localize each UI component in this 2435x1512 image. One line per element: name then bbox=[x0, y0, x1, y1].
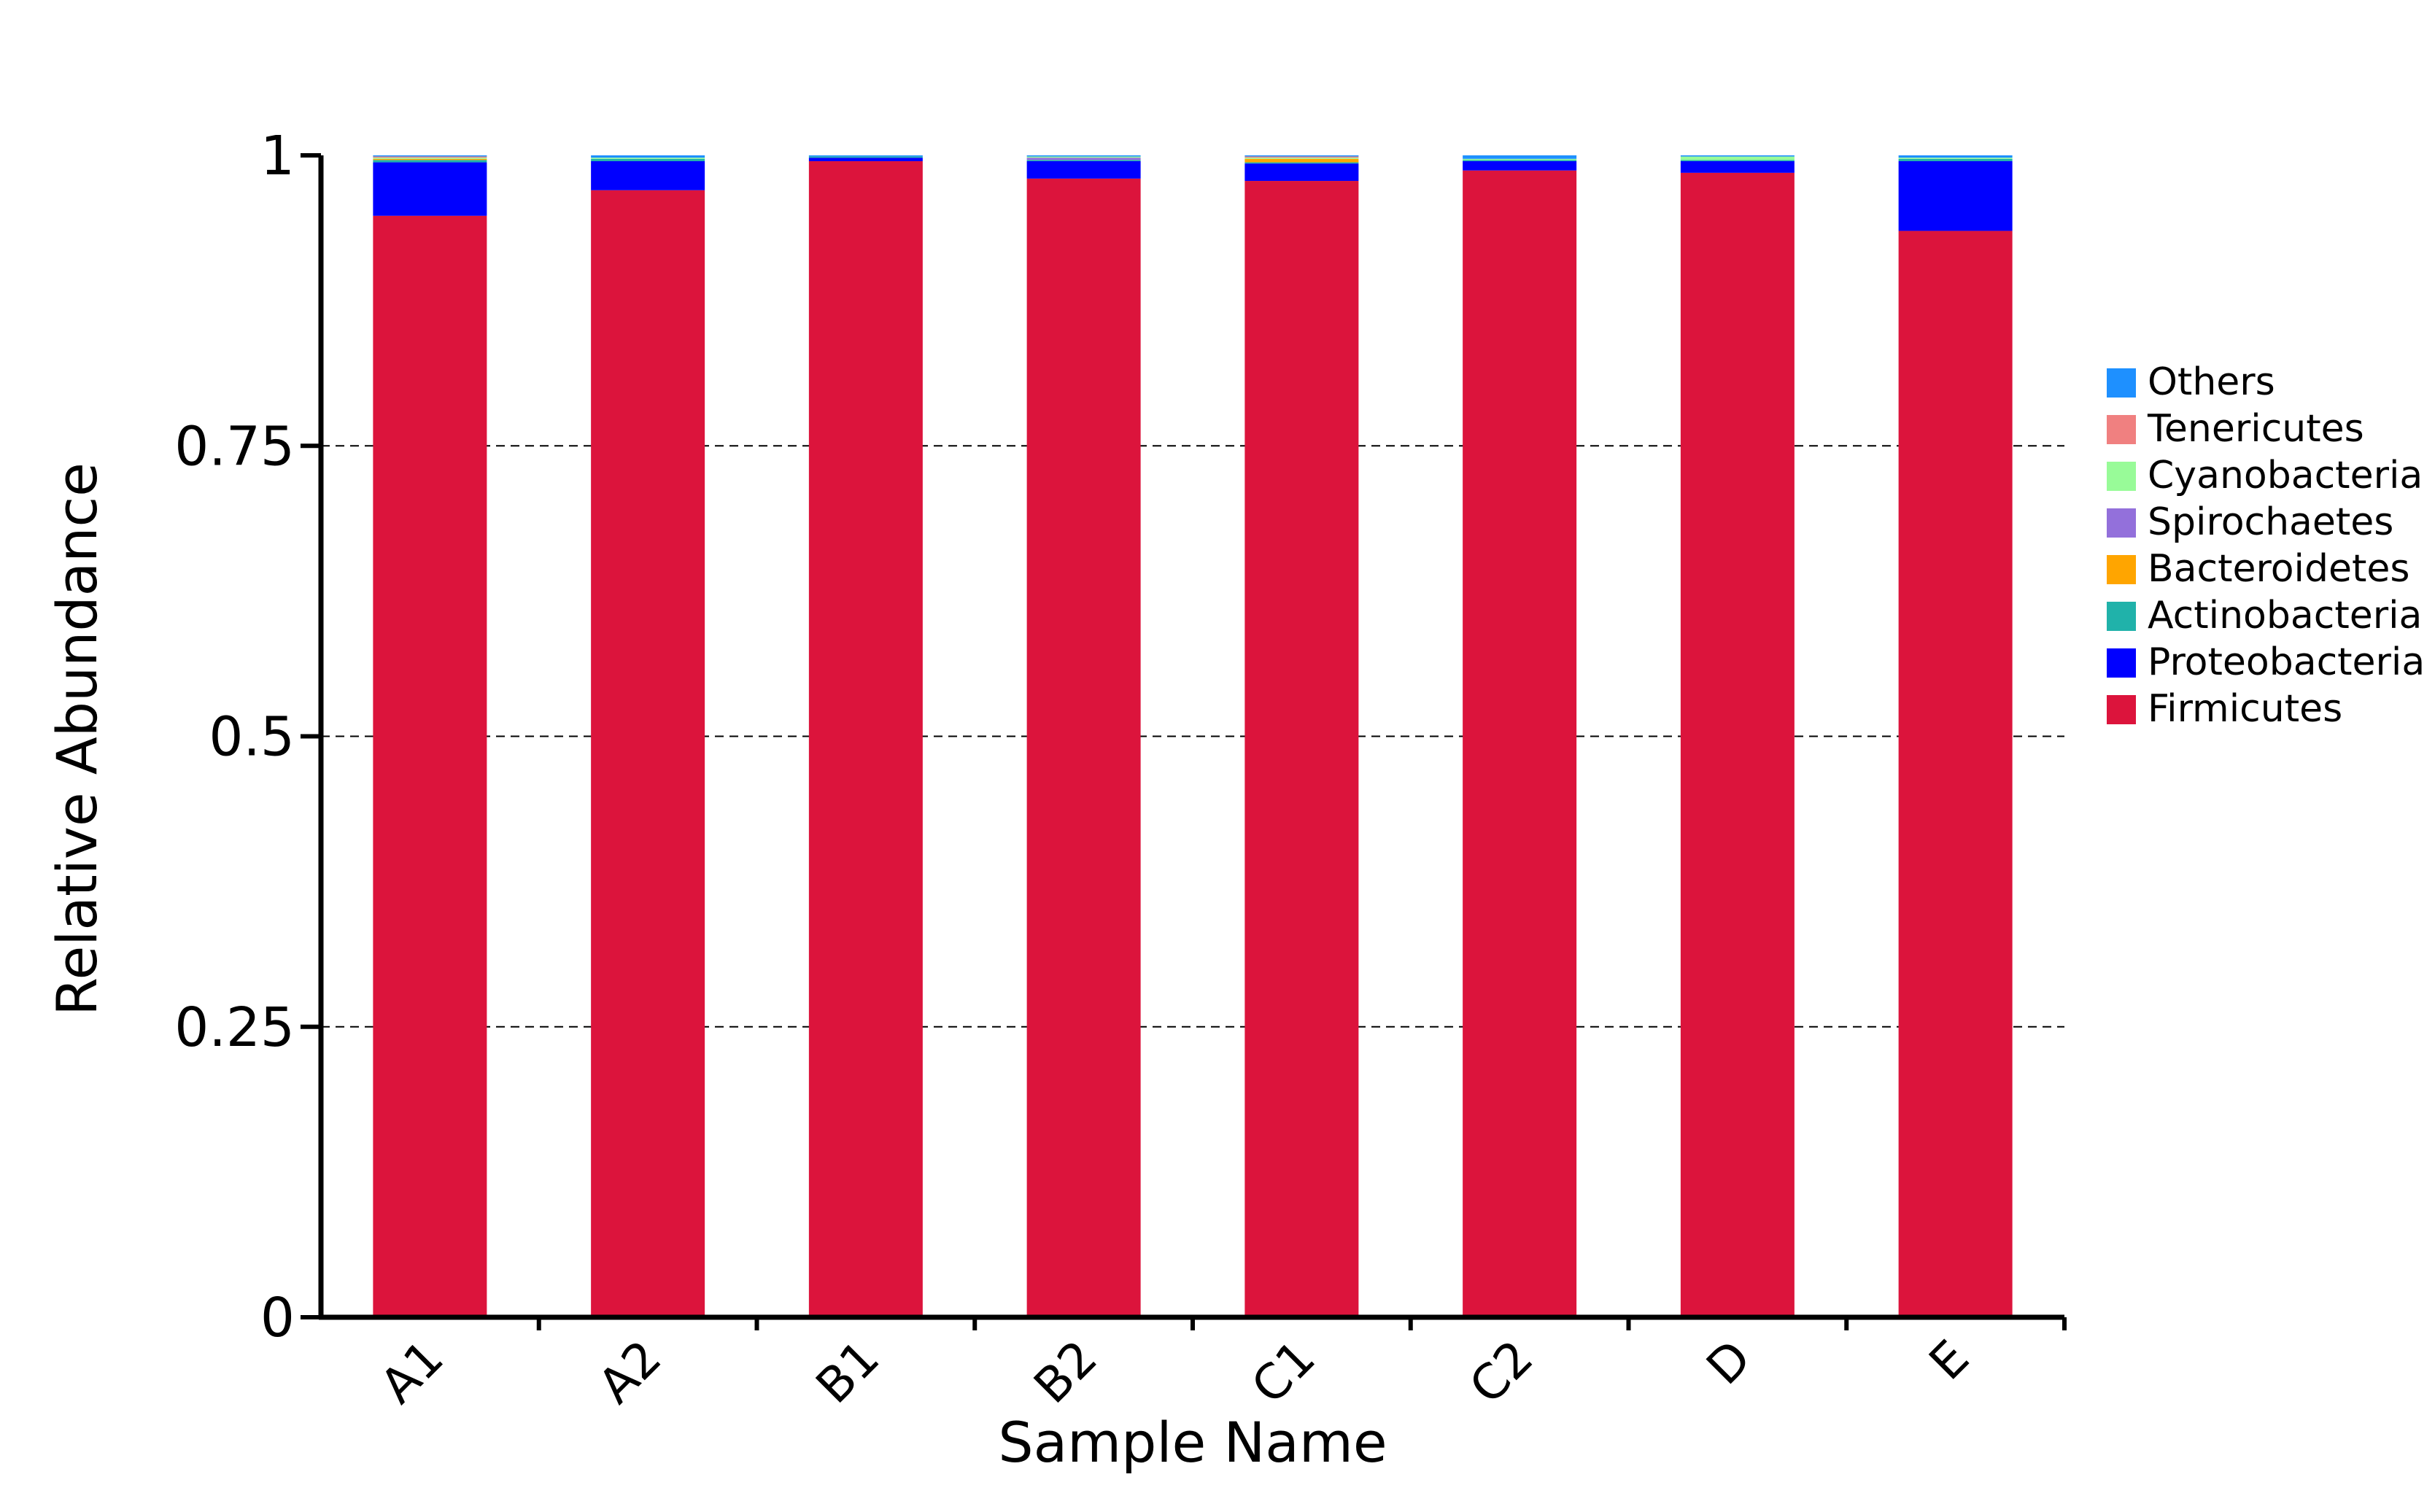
y-axis-label: Relative Abundance bbox=[44, 462, 109, 1016]
legend-label-firmicutes: Firmicutes bbox=[2148, 687, 2342, 731]
bar-segment-cyanobacteria-a2 bbox=[591, 158, 705, 159]
legend-label-spirochaetes: Spirochaetes bbox=[2148, 500, 2393, 544]
legend-swatch-others bbox=[2107, 368, 2136, 398]
bar-segment-others-a1 bbox=[373, 155, 487, 157]
bar-segment-others-d bbox=[1680, 155, 1795, 157]
bar-segment-tenericutes-c1 bbox=[1244, 156, 1359, 158]
bar-segment-proteobacteria-b2 bbox=[1026, 160, 1141, 179]
bar-segment-proteobacteria-d bbox=[1680, 160, 1795, 173]
bars bbox=[373, 155, 2013, 1318]
bar-segment-spirochaetes-b2 bbox=[1026, 158, 1141, 160]
x-tick-label-b2: B2 bbox=[1023, 1330, 1108, 1414]
legend-label-others: Others bbox=[2148, 360, 2275, 404]
bar-segment-actinobacteria-e bbox=[1898, 158, 2013, 161]
bar-segment-bacteroidetes-a1 bbox=[373, 158, 487, 160]
bar-segment-others-b2 bbox=[1026, 155, 1141, 157]
x-axis-label: Sample Name bbox=[998, 1410, 1387, 1475]
y-ticks: 0 0.25 0.5 0.75 1 bbox=[174, 125, 321, 1349]
legend-label-tenericutes: Tenericutes bbox=[2147, 407, 2364, 451]
grid-lines bbox=[321, 445, 2064, 1028]
y-tick-label: 0.25 bbox=[174, 996, 295, 1059]
bar-segment-proteobacteria-b1 bbox=[808, 158, 923, 161]
legend-swatch-cyanobacteria bbox=[2107, 462, 2136, 491]
bar-segment-cyanobacteria-b2 bbox=[1026, 156, 1141, 158]
legend-swatch-bacteroidetes bbox=[2107, 555, 2136, 584]
bar-segment-cyanobacteria-c2 bbox=[1463, 158, 1577, 160]
bar-segment-firmicutes-a1 bbox=[373, 215, 487, 1318]
x-tick-label-c2: C2 bbox=[1459, 1330, 1544, 1415]
bar-segment-firmicutes-a2 bbox=[591, 190, 705, 1317]
bar-segment-others-b1 bbox=[808, 155, 923, 157]
bar-segment-cyanobacteria-a1 bbox=[373, 158, 487, 159]
bar-segment-actinobacteria-c1 bbox=[1244, 162, 1359, 164]
x-tick-label-a1: A1 bbox=[370, 1330, 454, 1414]
legend-label-cyanobacteria: Cyanobacteria bbox=[2148, 454, 2423, 497]
legend-swatch-spirochaetes bbox=[2107, 508, 2136, 538]
x-ticks: A1 A2 B1 B2 C1 C2 D E bbox=[370, 1317, 2067, 1415]
y-tick-label: 1 bbox=[260, 125, 295, 187]
bar-segment-proteobacteria-c1 bbox=[1244, 163, 1359, 182]
bar-segment-actinobacteria-c2 bbox=[1463, 160, 1577, 161]
axes bbox=[318, 155, 2064, 1320]
bar-segment-others-c1 bbox=[1244, 155, 1359, 157]
bar-segment-proteobacteria-a2 bbox=[591, 160, 705, 190]
x-tick-label-a2: A2 bbox=[587, 1330, 672, 1414]
x-tick-label-e: E bbox=[1919, 1330, 1980, 1391]
bar-segment-bacteroidetes-c1 bbox=[1244, 158, 1359, 163]
bar-segment-proteobacteria-e bbox=[1898, 160, 2013, 231]
y-tick-label: 0 bbox=[260, 1287, 295, 1349]
x-tick-label-d: D bbox=[1696, 1330, 1762, 1395]
bar-segment-firmicutes-b2 bbox=[1026, 178, 1141, 1318]
y-tick-label: 0.75 bbox=[174, 415, 295, 478]
legend-label-actinobacteria: Actinobacteria bbox=[2148, 594, 2422, 637]
bar-segment-firmicutes-d bbox=[1680, 172, 1795, 1317]
bar-segment-firmicutes-c2 bbox=[1463, 170, 1577, 1318]
bar-segment-firmicutes-c1 bbox=[1244, 181, 1359, 1317]
x-tick-label-c1: C1 bbox=[1241, 1330, 1326, 1415]
bar-segment-cyanobacteria-e bbox=[1898, 158, 2013, 159]
bar-segment-proteobacteria-a1 bbox=[373, 162, 487, 216]
bar-segment-actinobacteria-d bbox=[1680, 160, 1795, 161]
bar-segment-others-a2 bbox=[591, 155, 705, 158]
bar-segment-cyanobacteria-d bbox=[1680, 156, 1795, 160]
bar-segment-cyanobacteria-c1 bbox=[1244, 158, 1359, 159]
bar-segment-actinobacteria-a1 bbox=[373, 160, 487, 163]
bar-segment-actinobacteria-b1 bbox=[808, 156, 923, 158]
bar-segment-actinobacteria-a2 bbox=[591, 158, 705, 161]
legend-label-proteobacteria: Proteobacteria bbox=[2148, 640, 2425, 684]
legend-swatch-actinobacteria bbox=[2107, 602, 2136, 631]
bar-segment-firmicutes-e bbox=[1898, 230, 2013, 1317]
bar-segment-others-c2 bbox=[1463, 155, 1577, 159]
bar-segment-tenericutes-a1 bbox=[373, 156, 487, 158]
bar-segment-proteobacteria-c2 bbox=[1463, 160, 1577, 171]
legend: OthersTenericutesCyanobacteriaSpirochaet… bbox=[2107, 360, 2425, 731]
bar-segment-actinobacteria-b2 bbox=[1026, 160, 1141, 161]
y-tick-label: 0.5 bbox=[209, 706, 295, 769]
legend-swatch-tenericutes bbox=[2107, 415, 2136, 444]
bar-segment-firmicutes-b1 bbox=[808, 160, 923, 1318]
legend-swatch-proteobacteria bbox=[2107, 648, 2136, 678]
x-tick-label-b1: B1 bbox=[805, 1330, 890, 1414]
legend-swatch-firmicutes bbox=[2107, 695, 2136, 724]
bar-segment-others-e bbox=[1898, 155, 2013, 158]
legend-label-bacteroidetes: Bacteroidetes bbox=[2148, 547, 2409, 591]
